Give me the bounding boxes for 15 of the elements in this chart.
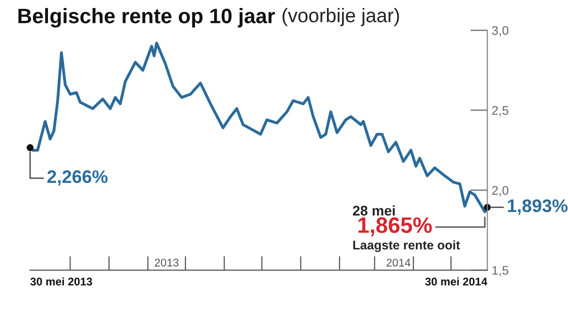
annotation: 1,865% bbox=[358, 217, 432, 236]
annotation: Laagste rente ooit bbox=[353, 240, 460, 252]
chart-title: Belgische rente op 10 jaar bbox=[18, 8, 275, 28]
x-tick-label: 2013 bbox=[154, 258, 179, 267]
text: 30 mei 2014 bbox=[425, 277, 488, 286]
x-tick-label: 2014 bbox=[386, 258, 410, 267]
y-tick-label: 2,5 bbox=[492, 106, 508, 116]
y-tick-label: 1,5 bbox=[492, 266, 508, 276]
text: 30 mei 2013 bbox=[30, 277, 92, 286]
y-tick-label: 2,0 bbox=[492, 186, 508, 196]
annotation: 2,266% bbox=[47, 170, 108, 186]
y-tick-label: 3,0 bbox=[492, 26, 508, 36]
annotation: 1,893% bbox=[508, 199, 568, 215]
annotation: 28 mei bbox=[352, 205, 395, 216]
chart-subtitle: (voorbije jaar) bbox=[282, 8, 399, 26]
